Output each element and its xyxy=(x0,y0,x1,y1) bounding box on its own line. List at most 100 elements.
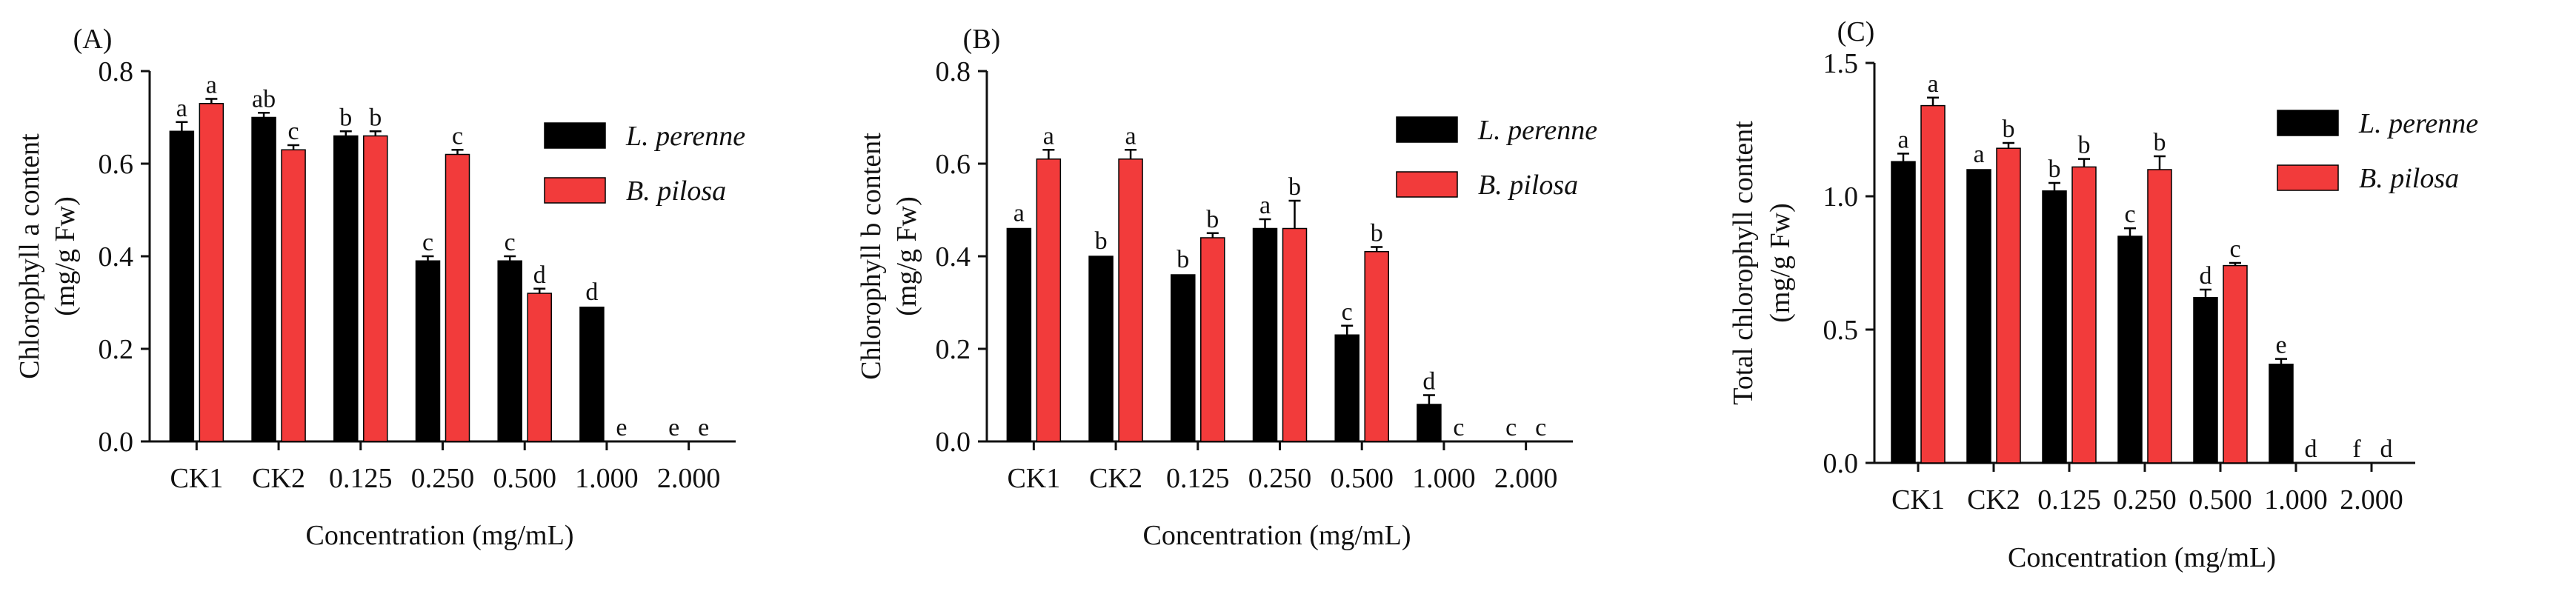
y-axis-unit: (mg/g Fw) xyxy=(50,196,81,316)
x-axis-title: Concentration (mg/mL) xyxy=(306,520,574,551)
bar-b-pilosa xyxy=(1364,251,1389,442)
legend-label-l-perenne: L. perenne xyxy=(2358,108,2478,139)
bar-l-perenne xyxy=(579,307,605,442)
bar-l-perenne xyxy=(1252,227,1278,442)
significance-letter: b xyxy=(2078,132,2091,159)
bar-l-perenne xyxy=(1417,404,1442,442)
significance-letter: d xyxy=(585,278,598,306)
bar-l-perenne xyxy=(333,135,359,442)
significance-letter: c xyxy=(1342,298,1353,326)
x-tick-label: CK2 xyxy=(1089,463,1142,494)
significance-letter: b xyxy=(1288,173,1301,201)
bar-l-perenne xyxy=(2269,364,2294,464)
y-axis-unit: (mg/g Fw) xyxy=(1765,203,1796,323)
bar-l-perenne xyxy=(1891,161,1916,464)
panel-label: (B) xyxy=(963,24,1001,55)
x-tick-label: 0.250 xyxy=(2113,484,2177,515)
significance-letter: d xyxy=(2305,436,2317,463)
x-axis-title: Concentration (mg/mL) xyxy=(2008,542,2276,573)
significance-letter: b xyxy=(1176,246,1189,273)
bar-l-perenne xyxy=(1088,256,1114,442)
y-tick-label: 0.0 xyxy=(99,427,134,458)
y-tick-label: 0.4 xyxy=(99,241,134,273)
significance-letter: c xyxy=(452,122,463,150)
panel-label: (C) xyxy=(1837,16,1875,47)
legend-swatch-l-perenne xyxy=(544,122,606,149)
bar-l-perenne xyxy=(169,130,195,442)
bar-l-perenne xyxy=(1966,169,1991,464)
x-tick-label: CK1 xyxy=(170,463,223,494)
y-tick-label: 1.0 xyxy=(1823,181,1859,213)
significance-letter: b xyxy=(1206,206,1219,233)
panel-label: (A) xyxy=(73,24,113,55)
significance-letter: e xyxy=(668,414,679,441)
significance-letter: d xyxy=(533,261,546,289)
legend-label-b-pilosa: B. pilosa xyxy=(1478,170,1578,201)
x-tick-label: 1.000 xyxy=(575,463,639,494)
significance-letter: a xyxy=(176,95,187,122)
bar-l-perenne xyxy=(1006,227,1032,442)
significance-letter: a xyxy=(1897,126,1908,153)
significance-letter: d xyxy=(2380,436,2393,463)
significance-letter: e xyxy=(2275,332,2286,359)
bar-l-perenne xyxy=(1334,334,1359,442)
y-axis-title: Chlorophyll a content xyxy=(14,133,45,379)
y-tick-label: 0.4 xyxy=(936,241,971,273)
significance-letter: c xyxy=(1535,414,1546,441)
bar-b-pilosa xyxy=(1996,147,2021,464)
bar-l-perenne xyxy=(497,260,522,442)
bar-l-perenne xyxy=(415,260,441,442)
bar-l-perenne xyxy=(2042,190,2067,464)
y-tick-label: 0.0 xyxy=(936,427,971,458)
y-tick-label: 0.8 xyxy=(936,56,971,87)
bar-b-pilosa xyxy=(2223,264,2248,464)
y-axis-unit: (mg/g Fw) xyxy=(891,196,922,316)
significance-letter: b xyxy=(339,104,352,131)
y-tick-label: 0.5 xyxy=(1823,315,1859,346)
y-tick-label: 0.0 xyxy=(1823,448,1859,479)
x-tick-label: 0.500 xyxy=(1330,463,1394,494)
significance-letter: c xyxy=(505,229,516,256)
chart-panel-1: (A) 0.0 0.2 0.4 0.6 0.8 Chlorophyll a content(… xyxy=(14,24,745,551)
legend-label-b-pilosa: B. pilosa xyxy=(2359,163,2459,194)
significance-letter: a xyxy=(1043,122,1054,150)
significance-letter: ab xyxy=(252,85,276,113)
legend-label-b-pilosa: B. pilosa xyxy=(626,176,726,207)
x-tick-label: 2.000 xyxy=(657,463,721,494)
bar-b-pilosa xyxy=(1200,237,1225,442)
significance-letter: c xyxy=(1453,414,1464,441)
y-tick-label: 0.6 xyxy=(936,149,971,180)
bar-b-pilosa xyxy=(527,293,552,442)
x-tick-label: 0.250 xyxy=(1248,463,1312,494)
significance-letter: b xyxy=(2003,116,2015,143)
legend-label-l-perenne: L. perenne xyxy=(1477,115,1597,146)
bar-b-pilosa xyxy=(1118,158,1143,442)
significance-letter: b xyxy=(1371,220,1383,247)
x-tick-label: CK1 xyxy=(1891,484,1945,515)
bar-l-perenne xyxy=(251,116,276,442)
y-axis-title: Chlorophyll b content xyxy=(856,133,887,380)
legend-swatch-b-pilosa xyxy=(1396,171,1458,198)
bar-l-perenne xyxy=(2193,297,2218,464)
significance-letter: b xyxy=(2049,156,2061,183)
significance-letter: c xyxy=(288,118,299,145)
legend-swatch-b-pilosa xyxy=(544,177,606,204)
bar-l-perenne xyxy=(1171,274,1196,442)
significance-letter: b xyxy=(2154,129,2166,156)
x-tick-label: 0.500 xyxy=(2189,484,2252,515)
bar-l-perenne xyxy=(2117,236,2143,464)
x-tick-label: 1.000 xyxy=(2264,484,2328,515)
significance-letter: e xyxy=(616,414,627,441)
significance-letter: a xyxy=(206,72,217,99)
legend-swatch-b-pilosa xyxy=(2277,164,2339,191)
significance-letter: d xyxy=(1422,368,1435,396)
x-tick-label: 2.000 xyxy=(1494,463,1558,494)
y-tick-label: 0.8 xyxy=(99,56,134,87)
significance-letter: a xyxy=(1927,70,1938,98)
x-tick-label: 0.250 xyxy=(411,463,475,494)
bar-b-pilosa xyxy=(1282,227,1308,442)
chart-panel-2: (B) 0.0 0.2 0.4 0.6 0.8 Chlorophyll b content(… xyxy=(856,24,1597,551)
y-axis-title: Total chlorophyll content xyxy=(1728,121,1759,405)
